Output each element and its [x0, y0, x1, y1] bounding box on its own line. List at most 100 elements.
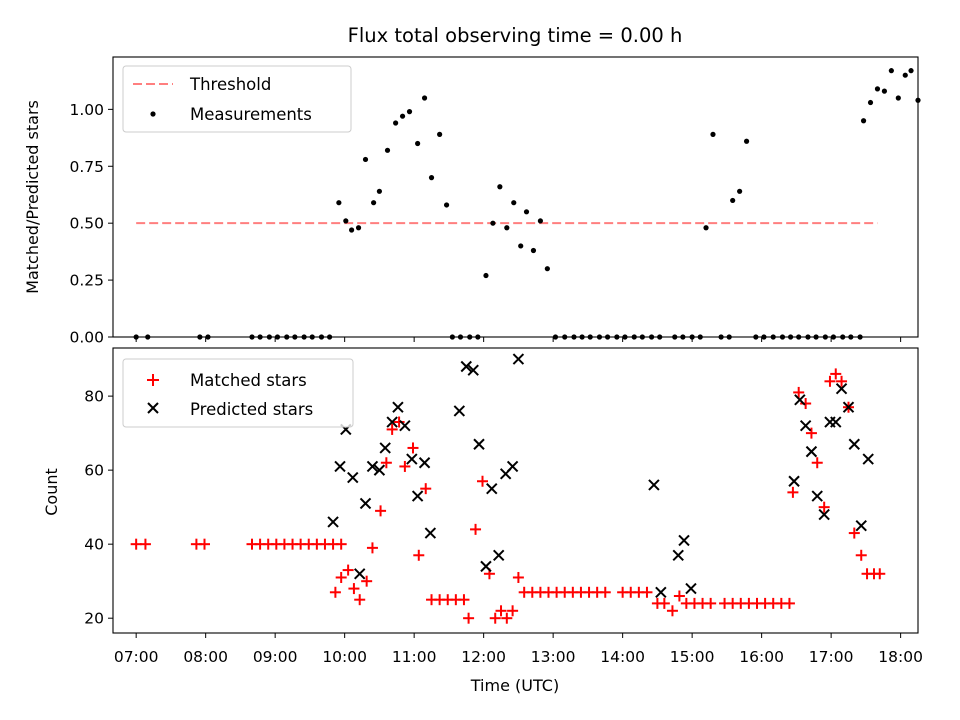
bottom-x-axis: 07:00 08:00 09:00 10:00 11:00 12:00 13:00 14:00…: [114, 633, 923, 666]
measurement-point: [544, 266, 550, 272]
chart-title: Flux total observing time = 0.00 h: [348, 24, 683, 47]
matched-star-point: [787, 486, 799, 498]
matched-star-point: [420, 483, 432, 495]
predicted-star-point: [672, 549, 684, 561]
matched-star-point: [705, 597, 717, 609]
matched-star-point: [393, 416, 405, 428]
predicted-star-point: [842, 401, 855, 413]
legend-matched-swatch: [147, 374, 159, 386]
bottom-legend: Matched stars Predicted stars: [122, 358, 354, 428]
predicted-star-point: [685, 582, 697, 595]
bottom-y-axis: 20 40 60 80: [84, 388, 113, 628]
predicted-star-point: [848, 438, 861, 450]
measurement-point: [349, 227, 355, 233]
matched-star-point: [366, 542, 378, 554]
measurement-point: [710, 131, 716, 137]
measurement-point: [888, 68, 894, 74]
matched-star-point: [855, 549, 867, 561]
x-tick-label: 09:00: [253, 648, 298, 666]
matched-star-point: [658, 597, 670, 609]
matched-star-point: [335, 571, 347, 583]
x-tick-label: 07:00: [114, 648, 159, 666]
predicted-star-point: [406, 453, 418, 465]
measurement-point: [895, 95, 901, 101]
measurement-point: [371, 200, 377, 206]
predicted-star-point: [366, 460, 379, 473]
x-tick-label: 16:00: [739, 648, 784, 666]
predicted-star-point: [486, 482, 498, 495]
predicted-star-point: [678, 534, 690, 547]
predicted-star-point: [512, 353, 525, 365]
matched-star-point: [399, 460, 411, 472]
matched-star-point: [380, 457, 392, 469]
matched-star-point: [329, 586, 341, 598]
x-axis-label: Time (UTC): [470, 676, 559, 695]
matched-star-point: [413, 549, 425, 561]
measurement-point: [737, 188, 743, 194]
matched-star-point: [800, 398, 812, 410]
matched-star-point: [354, 594, 366, 606]
measurement-point: [530, 247, 537, 254]
x-tick-label: 17:00: [809, 648, 854, 666]
legend-predicted-label: Predicted stars: [190, 400, 313, 419]
matched-star-point: [199, 538, 211, 550]
measurement-point: [355, 225, 362, 231]
matched-star-point: [476, 475, 488, 487]
bottom-y-tick-label: 80: [84, 388, 104, 406]
predicted-star-point: [830, 416, 842, 428]
x-tick-label: 14:00: [600, 648, 645, 666]
measurement-point: [343, 218, 349, 224]
matched-star-point: [375, 505, 387, 517]
matched-star-point: [793, 386, 805, 398]
matched-star-point: [348, 583, 360, 595]
matched-star-point: [501, 612, 513, 624]
measurement-point: [537, 218, 544, 224]
top-y-tick-label: 0.75: [69, 158, 104, 176]
predicted-star-point: [818, 508, 830, 521]
matched-star-point: [463, 612, 475, 624]
predicted-star-point: [794, 394, 806, 406]
legend-matched-label: Matched stars: [190, 371, 307, 390]
top-y-tick-label: 0.25: [69, 272, 104, 290]
matched-star-point: [342, 564, 354, 576]
measurement-point: [490, 220, 496, 226]
measurement-point: [406, 109, 413, 115]
matched-star-point: [874, 568, 886, 580]
top-axes-frame: [112, 56, 919, 338]
matched-star-point: [830, 368, 842, 380]
measurement-point: [437, 131, 443, 137]
matched-star-point: [335, 538, 347, 550]
predicted-star-point: [506, 460, 519, 473]
matched-star-point: [783, 597, 795, 609]
measurement-point: [428, 175, 435, 181]
measurement-point: [421, 95, 428, 101]
measurement-point: [730, 197, 736, 204]
measurement-point: [362, 156, 369, 163]
matched-star-point: [599, 586, 611, 598]
measurement-point: [497, 184, 503, 190]
predicted-star-point: [392, 401, 404, 413]
measurement-point: [874, 86, 881, 92]
matched-star-point: [818, 501, 830, 513]
measurement-point: [443, 202, 450, 208]
predicted-star-point: [453, 405, 466, 417]
predicted-star-point: [648, 479, 660, 491]
predicted-star-point: [327, 516, 339, 528]
top-y-tick-label: 0.50: [69, 215, 104, 233]
matched-star-point: [666, 605, 678, 617]
legend-measurements-swatch: [150, 111, 156, 117]
x-tick-label: 12:00: [461, 648, 506, 666]
predicted-star-point: [411, 490, 424, 502]
predicted-star-point: [347, 471, 359, 484]
predicted-star-point: [373, 464, 386, 476]
predicted-star-point: [354, 568, 366, 580]
matched-star-point: [848, 527, 860, 539]
legend-predicted-swatch: [147, 402, 159, 414]
matched-star-point: [641, 586, 653, 598]
measurement-point: [523, 209, 530, 215]
measurement-point: [902, 72, 908, 78]
bottom-axes-frame: [112, 347, 919, 634]
predicted-star-point: [460, 360, 472, 373]
matched-star-point: [130, 538, 142, 550]
bottom-y-tick-label: 60: [84, 462, 104, 480]
